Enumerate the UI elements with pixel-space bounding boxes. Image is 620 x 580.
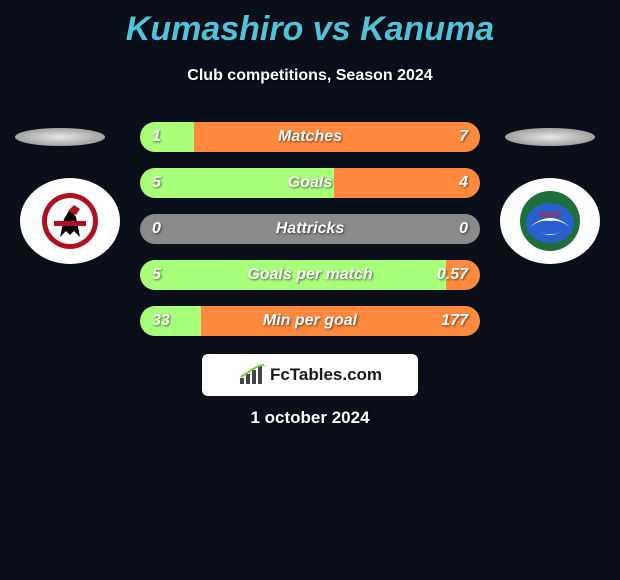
stat-row: 5Goals per match0.57 xyxy=(140,260,480,290)
stat-label: Goals xyxy=(140,174,480,192)
subtitle: Club competitions, Season 2024 xyxy=(0,67,620,85)
stat-row: 0Hattricks0 xyxy=(140,214,480,244)
stat-label: Matches xyxy=(140,128,480,146)
stat-label: Hattricks xyxy=(140,220,480,238)
stat-label: Min per goal xyxy=(140,312,480,330)
stat-row: 5Goals4 xyxy=(140,168,480,198)
stats-container: 1Matches7 5Goals4 0Hattricks0 5Goals per ma… xyxy=(140,122,480,352)
brand-box: FcTables.com xyxy=(202,354,418,396)
page-title: Kumashiro vs Kanuma xyxy=(0,0,620,49)
team-right-badge: Vortis xyxy=(500,178,600,264)
team-right-shadow xyxy=(505,128,595,146)
date-label: 1 october 2024 xyxy=(0,408,620,428)
stat-label: Goals per match xyxy=(140,266,480,284)
team-left-shadow xyxy=(15,128,105,146)
svg-text:Vortis: Vortis xyxy=(539,210,562,219)
team-left-badge xyxy=(20,178,120,264)
fctables-logo-icon xyxy=(238,364,266,386)
stat-value-right: 0 xyxy=(459,220,468,238)
stat-value-right: 0.57 xyxy=(437,266,468,284)
tokushima-vortis-logo-icon: Vortis xyxy=(518,189,582,253)
roasso-kumamoto-logo-icon xyxy=(40,191,100,251)
stat-row: 33Min per goal177 xyxy=(140,306,480,336)
stat-value-right: 7 xyxy=(459,128,468,146)
stat-value-right: 4 xyxy=(459,174,468,192)
brand-label: FcTables.com xyxy=(270,365,382,385)
stat-row: 1Matches7 xyxy=(140,122,480,152)
stat-value-right: 177 xyxy=(441,312,468,330)
